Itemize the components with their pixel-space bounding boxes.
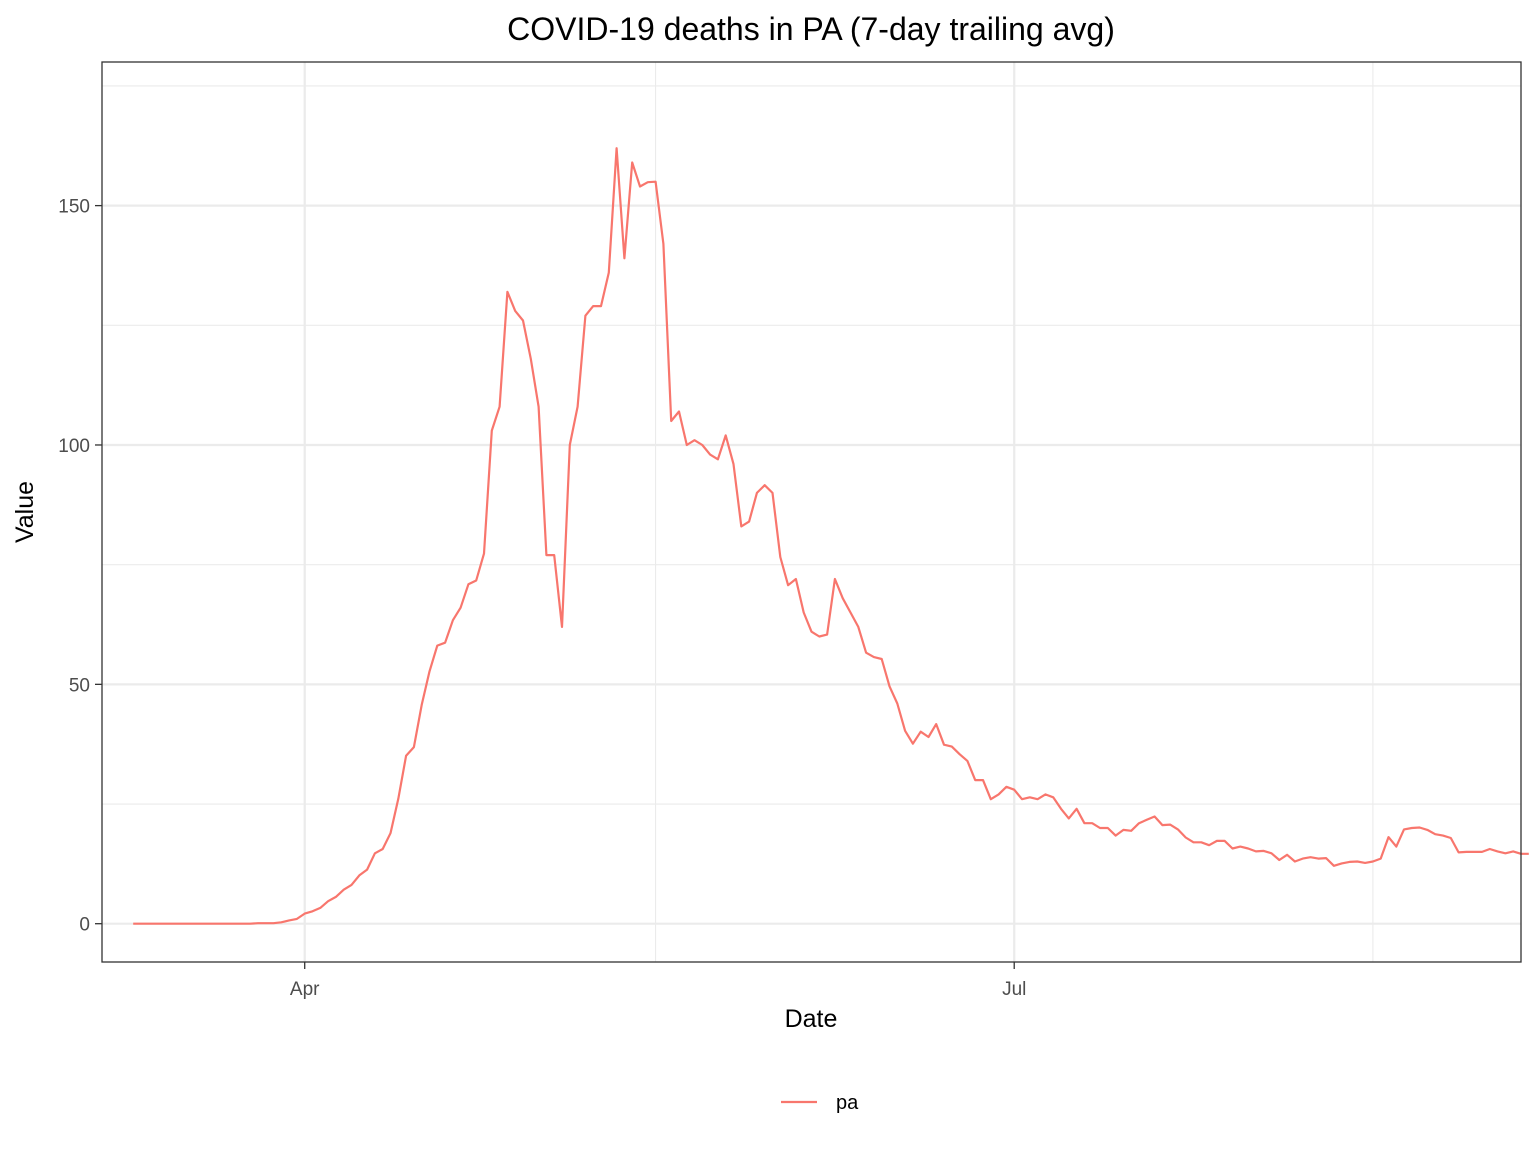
panel-border [101,61,1522,963]
x-tick-label: Apr [290,979,320,1000]
x-tick-label: Jul [1002,979,1026,1000]
y-tick-label: 50 [69,675,90,696]
x-axis: Apr Jul [290,962,1026,1000]
y-axis: 0 50 100 150 [58,197,102,936]
y-tick-label: 100 [58,436,90,457]
panel-background [102,62,1521,962]
legend-label-pa: pa [836,1092,859,1114]
legend: pa [781,1092,859,1114]
x-axis-title: Date [785,1005,838,1033]
y-axis-title: Value [11,481,39,543]
y-tick-label: 0 [79,915,90,936]
y-tick-label: 150 [58,197,90,218]
series-line-pa [133,147,1529,925]
chart-title: COVID-19 deaths in PA (7-day trailing av… [507,11,1115,47]
grid-lines [102,62,1521,962]
plot-panel [101,61,1529,963]
data-lines [133,147,1529,925]
